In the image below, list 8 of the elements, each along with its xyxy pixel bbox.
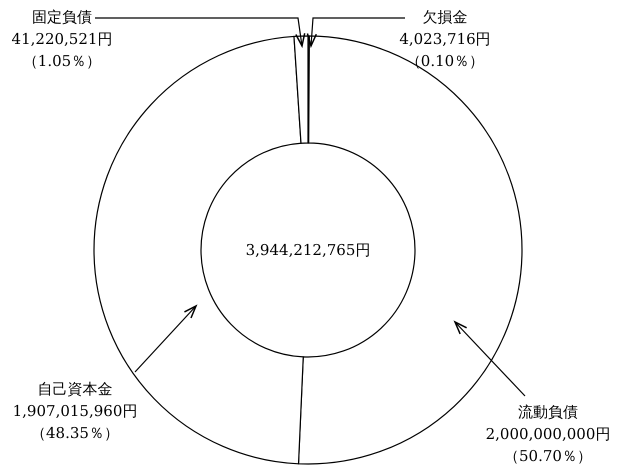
data-label: 2,000,000,000円（50.70％） xyxy=(484,424,612,467)
slice-label: 自己資本金 xyxy=(36,379,114,400)
text: 3,944,212,765円 xyxy=(244,240,372,261)
data-label: 1,907,015,960円（48.35％） xyxy=(12,401,138,444)
slice-label: 流動負債 xyxy=(517,402,579,423)
data-label: 41,220,521円（1.05％） xyxy=(10,29,114,72)
slice-label: 欠損金 xyxy=(422,7,468,28)
slice-label: 固定負債 xyxy=(31,7,93,28)
